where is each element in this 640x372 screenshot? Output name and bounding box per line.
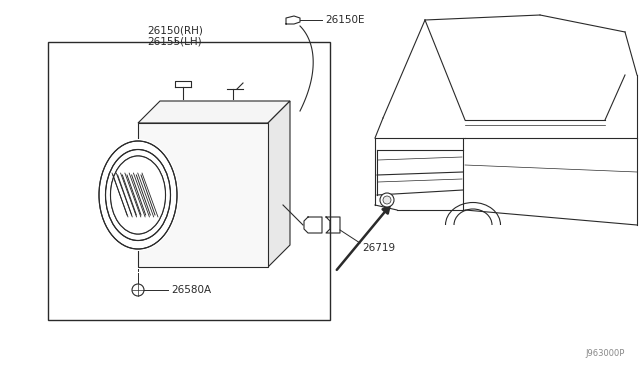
Bar — [48, 42, 330, 320]
Polygon shape — [268, 101, 290, 267]
Polygon shape — [138, 101, 290, 123]
Ellipse shape — [111, 156, 166, 234]
Text: 26719: 26719 — [362, 243, 395, 253]
Circle shape — [132, 284, 144, 296]
Text: 26580A: 26580A — [171, 285, 211, 295]
Ellipse shape — [97, 139, 179, 251]
Text: 26150E: 26150E — [325, 15, 365, 25]
Circle shape — [380, 193, 394, 207]
Ellipse shape — [111, 156, 166, 234]
Text: 26150(RH)
26155(LH): 26150(RH) 26155(LH) — [147, 25, 203, 46]
Text: J963000P: J963000P — [586, 349, 625, 358]
Bar — [138, 123, 268, 267]
Circle shape — [383, 196, 391, 204]
